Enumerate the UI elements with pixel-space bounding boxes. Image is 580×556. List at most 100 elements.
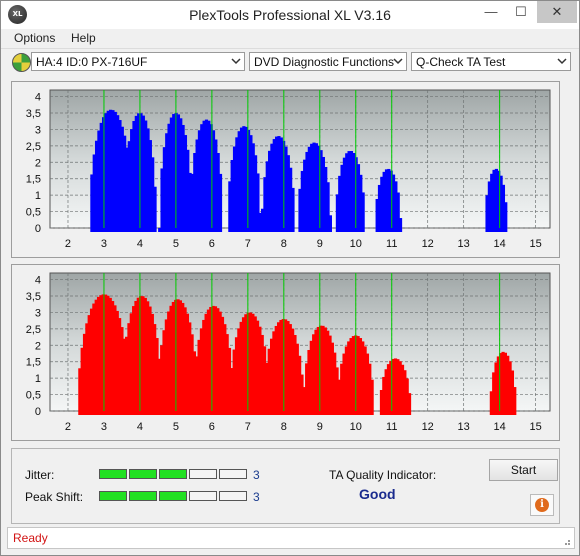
data-bar <box>396 359 400 415</box>
data-bar <box>328 335 332 415</box>
data-bar <box>330 342 334 415</box>
data-bar <box>228 181 232 232</box>
data-bar <box>137 113 141 232</box>
data-bar <box>132 306 136 415</box>
results-panel: Jitter: 3 Peak Shift: 3 TA Quality Indic… <box>11 448 560 524</box>
data-bar <box>338 175 342 232</box>
jitter-label: Jitter: <box>25 468 55 482</box>
data-bar <box>162 330 166 415</box>
minimize-button[interactable]: — <box>484 4 498 19</box>
x-tick-label: 6 <box>209 238 215 250</box>
close-button[interactable]: ✕ <box>537 1 577 23</box>
data-bar <box>160 168 164 232</box>
data-bar <box>291 187 295 232</box>
drive-select[interactable]: HA:4 ID:0 PX-716UF <box>31 52 245 71</box>
data-bar <box>499 175 503 232</box>
data-bar <box>214 139 218 232</box>
data-bar <box>116 115 120 232</box>
data-bar <box>213 306 218 415</box>
data-bar <box>375 198 379 232</box>
x-tick-label: 6 <box>209 421 215 433</box>
top-chart-panel: 4 3,5 3 2,5 2 1,5 1 0,5 0 2 3 4 5 6 7 8 9 10 11 12 13 14 15 <box>11 81 560 258</box>
data-bar <box>113 111 117 232</box>
y-tick-label: 2,5 <box>26 324 41 336</box>
start-button[interactable]: Start <box>489 459 558 481</box>
data-bar <box>508 361 512 415</box>
data-bar <box>232 349 236 415</box>
y-tick-label: 1,5 <box>26 357 41 369</box>
data-bar <box>321 325 325 415</box>
resize-grip-icon[interactable] <box>561 536 571 546</box>
x-tick-label: 11 <box>386 421 397 433</box>
data-bar <box>118 120 122 232</box>
data-bar <box>496 356 500 415</box>
data-bar <box>183 135 188 232</box>
data-bar <box>489 391 493 415</box>
data-bar <box>342 157 347 232</box>
data-bar <box>234 337 239 415</box>
data-bar <box>209 306 213 415</box>
data-bar <box>113 305 117 415</box>
info-button[interactable]: i <box>530 494 554 516</box>
data-bar <box>125 147 129 232</box>
data-bar <box>276 322 281 415</box>
data-bar <box>143 297 147 415</box>
menu-help[interactable]: Help <box>71 31 96 45</box>
data-bar <box>384 369 388 415</box>
data-bar <box>265 362 269 415</box>
data-bar <box>319 150 323 232</box>
data-bar <box>494 168 499 232</box>
data-bar <box>218 311 222 415</box>
data-bar <box>345 153 349 232</box>
data-bar <box>400 364 405 415</box>
data-bar <box>504 202 508 232</box>
x-tick-label: 9 <box>317 421 323 433</box>
title-bar[interactable]: XL PlexTools Professional XL V3.16 — ☐ ✕ <box>1 1 579 29</box>
data-bar <box>389 170 393 232</box>
data-bar <box>82 333 87 415</box>
data-bar <box>307 349 311 415</box>
x-tick-label: 9 <box>317 238 323 250</box>
menu-bar: Options Help <box>1 29 579 49</box>
data-bar <box>277 136 281 232</box>
data-bar <box>275 136 279 232</box>
data-bar <box>510 370 515 415</box>
data-bar <box>340 363 344 415</box>
data-bar <box>94 299 98 415</box>
data-bar <box>125 336 129 415</box>
data-bar <box>384 169 389 232</box>
data-bar <box>103 294 108 415</box>
data-bar <box>272 139 276 232</box>
data-bar <box>181 302 185 415</box>
data-bar <box>312 334 316 415</box>
x-tick-label: 2 <box>65 238 71 250</box>
x-tick-label: 12 <box>422 238 434 250</box>
data-bar <box>127 323 131 415</box>
meter-segment <box>129 469 157 479</box>
data-bar <box>333 352 337 415</box>
data-bar <box>130 129 134 232</box>
data-bar <box>169 305 173 415</box>
data-bar <box>176 114 181 232</box>
maximize-button[interactable]: ☐ <box>515 4 527 19</box>
x-tick-label: 4 <box>137 421 143 433</box>
data-bar <box>253 316 257 415</box>
data-bar <box>242 126 246 232</box>
y-tick-label: 0,5 <box>26 207 41 219</box>
menu-options[interactable]: Options <box>14 31 56 45</box>
data-bar <box>405 378 409 415</box>
test-select[interactable]: Q-Check TA Test <box>411 52 571 71</box>
data-bar <box>123 135 127 232</box>
data-bar <box>101 294 105 415</box>
x-tick-label: 8 <box>281 238 287 250</box>
data-bar <box>380 176 384 232</box>
function-select[interactable]: DVD Diagnostic Functions <box>249 52 407 71</box>
data-bar <box>382 376 386 415</box>
data-bar <box>148 140 152 232</box>
data-bar <box>492 372 496 415</box>
data-bar <box>326 330 330 415</box>
data-bar <box>286 155 290 232</box>
data-bar <box>501 184 506 232</box>
data-bar <box>195 356 199 415</box>
data-bar <box>241 317 246 415</box>
